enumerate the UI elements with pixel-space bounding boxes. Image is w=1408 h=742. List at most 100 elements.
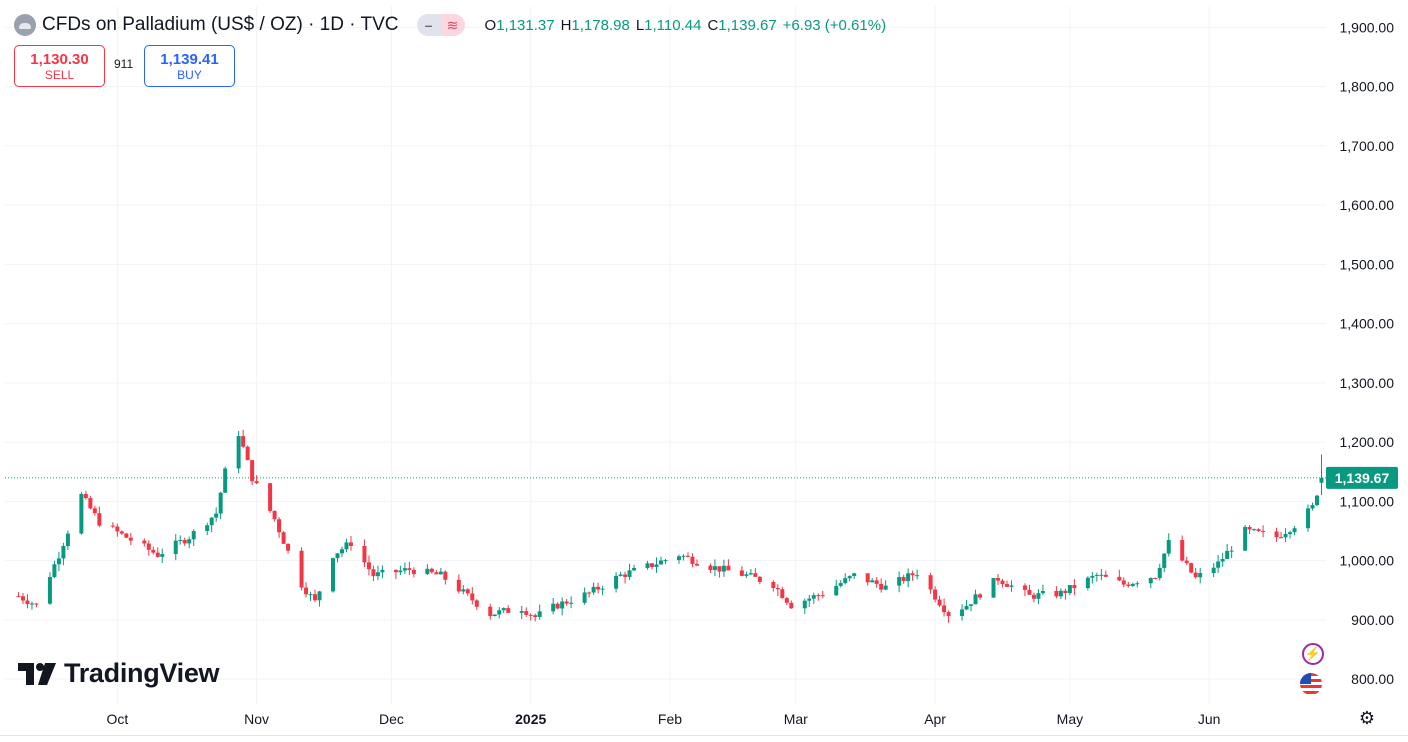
tradingview-logo[interactable]: TradingView: [18, 658, 220, 689]
candle-body: [151, 549, 156, 553]
candle: [277, 517, 282, 538]
candle-body: [906, 573, 911, 582]
candle-body: [268, 483, 273, 511]
candle: [1243, 525, 1248, 552]
candle-body: [645, 563, 650, 568]
logo-text: TradingView: [64, 658, 220, 688]
candle-body: [1027, 589, 1032, 595]
candle: [811, 592, 816, 604]
candle: [659, 556, 664, 565]
candle-body: [223, 468, 228, 493]
candle: [272, 510, 277, 522]
candle: [178, 535, 183, 545]
candle: [1162, 553, 1167, 573]
candle-body: [551, 603, 556, 612]
candle: [308, 591, 313, 601]
candle: [151, 546, 156, 555]
candle: [488, 603, 493, 620]
candle: [1072, 579, 1077, 596]
buy-button[interactable]: 1,139.41 BUY: [144, 45, 235, 87]
candle: [1306, 504, 1311, 532]
candle: [438, 567, 443, 575]
candle: [393, 569, 398, 580]
candle: [1256, 528, 1261, 532]
tv-logo-icon: [18, 662, 56, 685]
series-toggle[interactable]: – ≋: [416, 14, 465, 36]
candle: [771, 580, 776, 592]
candle: [65, 530, 70, 550]
ohlc-readout: O1,131.37 H1,178.98 L1,110.44 C1,139.67 …: [485, 17, 887, 34]
candle-body: [313, 594, 318, 601]
candle-body: [335, 553, 340, 559]
candle-body: [1099, 574, 1104, 576]
candle: [461, 585, 466, 595]
time-axis[interactable]: Oct Nov Dec 2025 Feb Mar Apr May Jun: [106, 711, 1220, 727]
candle-body: [1166, 540, 1171, 554]
symbol-title[interactable]: CFDs on Palladium (US$ / OZ) · 1D · TVC: [42, 14, 399, 35]
candle: [721, 559, 726, 577]
sell-button[interactable]: 1,130.30 SELL: [14, 45, 105, 87]
candle-body: [205, 525, 210, 531]
price-axis[interactable]: 1,900.00 1,800.00 1,700.00 1,600.00 1,500.00…: [1340, 19, 1395, 687]
symbol-icon[interactable]: [14, 14, 36, 36]
candle-body: [339, 549, 344, 554]
candle-body: [182, 539, 187, 544]
us-flag-icon[interactable]: [1300, 673, 1322, 695]
candle: [852, 572, 857, 579]
candle-body: [915, 575, 920, 577]
candle: [191, 529, 196, 547]
candle: [897, 571, 902, 593]
candle: [97, 506, 102, 528]
candle: [942, 598, 947, 617]
candle-body: [366, 562, 371, 570]
candle-body: [56, 558, 61, 565]
candle-body: [739, 570, 744, 576]
candle-body: [1211, 567, 1216, 574]
candle: [160, 548, 165, 563]
candle: [47, 572, 52, 605]
candle: [331, 557, 336, 593]
candle: [614, 572, 619, 593]
candle-body: [852, 573, 857, 577]
candle: [690, 553, 695, 568]
minus-icon[interactable]: –: [416, 14, 441, 36]
x-tick-label: Mar: [784, 711, 808, 727]
last-price-text: 1,139.67: [1335, 470, 1390, 486]
candle: [838, 580, 843, 588]
candle-body: [870, 580, 875, 583]
candle: [173, 534, 178, 561]
candle: [155, 547, 160, 558]
candle: [304, 582, 309, 598]
candle: [1180, 535, 1185, 562]
candle: [551, 598, 556, 615]
candle-body: [1157, 567, 1162, 579]
gear-icon[interactable]: ⚙: [1358, 707, 1376, 728]
candle-body: [1121, 580, 1126, 585]
candle-body: [654, 564, 659, 567]
candle-body: [344, 542, 349, 550]
candle: [843, 573, 848, 585]
candle: [883, 580, 888, 591]
candle-body: [1090, 575, 1095, 578]
candle: [474, 599, 479, 611]
candle-body: [142, 540, 147, 544]
candle: [146, 540, 151, 556]
candle: [1274, 527, 1279, 542]
candle-body: [1135, 583, 1140, 585]
wave-icon[interactable]: ≋: [440, 14, 465, 36]
candle-body: [1306, 508, 1311, 529]
candle-body: [380, 569, 385, 573]
candle: [501, 607, 506, 614]
candle-body: [1288, 532, 1293, 535]
lightning-icon[interactable]: ⚡: [1302, 643, 1324, 665]
candle-body: [443, 571, 448, 580]
candle-body: [272, 510, 277, 520]
candle-body: [465, 589, 470, 594]
candle-body: [883, 585, 888, 590]
candle: [676, 554, 681, 564]
candle: [789, 600, 794, 609]
candle: [115, 523, 120, 537]
candle: [650, 562, 655, 570]
candle-body: [946, 612, 951, 617]
